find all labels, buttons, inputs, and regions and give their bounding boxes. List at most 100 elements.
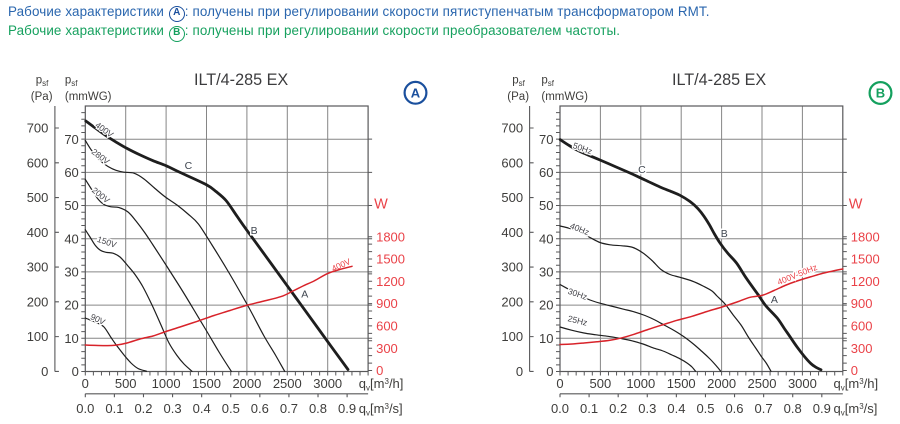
svg-text:1000: 1000 [626,376,655,391]
svg-text:400V-50Hz: 400V-50Hz [776,262,819,287]
svg-text:A: A [771,294,778,306]
svg-text:2000: 2000 [707,376,736,391]
svg-text:500: 500 [590,376,612,391]
svg-text:A: A [411,86,421,101]
svg-text:1800: 1800 [851,229,880,244]
svg-text:(Pa): (Pa) [507,91,529,103]
svg-text:0.8: 0.8 [784,401,802,416]
svg-text:0.3: 0.3 [638,401,656,416]
svg-text:W: W [374,196,388,212]
svg-text:B: B [251,225,258,237]
svg-text:0: 0 [41,364,48,379]
svg-text:0.2: 0.2 [134,401,152,416]
svg-text:3000: 3000 [313,376,342,391]
svg-text:(Pa): (Pa) [31,91,53,103]
svg-text:C: C [185,160,193,172]
svg-text:0.2: 0.2 [609,401,627,416]
svg-text:0.5: 0.5 [222,401,240,416]
svg-text:0.7: 0.7 [755,401,773,416]
svg-text:1500: 1500 [192,376,221,391]
svg-text:400V: 400V [93,120,115,140]
svg-text:0: 0 [516,364,523,379]
svg-text:50: 50 [64,198,78,213]
svg-text:0.4: 0.4 [193,401,211,416]
svg-text:700: 700 [501,121,523,136]
svg-text:1200: 1200 [851,274,880,289]
svg-text:300: 300 [501,260,523,275]
svg-text:90V: 90V [89,311,107,327]
svg-text:10: 10 [539,331,553,346]
svg-text:2500: 2500 [273,376,302,391]
svg-text:0: 0 [851,363,858,378]
svg-text:C: C [638,164,646,176]
svg-text:1500: 1500 [851,252,880,267]
svg-text:0.8: 0.8 [309,401,327,416]
svg-text:300: 300 [27,260,49,275]
svg-text:100: 100 [501,329,523,344]
svg-text:300: 300 [851,341,873,356]
svg-text:0.1: 0.1 [105,401,123,416]
svg-text:600: 600 [851,319,873,334]
svg-text:0.9: 0.9 [813,401,831,416]
svg-text:1500: 1500 [376,252,405,267]
svg-text:0.5: 0.5 [696,401,714,416]
svg-text:600: 600 [376,319,398,334]
svg-text:psf: psf [512,74,525,88]
svg-text:0: 0 [546,364,553,379]
svg-text:150V: 150V [96,234,118,250]
svg-text:3000: 3000 [788,376,817,391]
svg-text:qv[m3/s]: qv[m3/s] [834,401,878,418]
svg-text:280V: 280V [90,147,112,167]
svg-text:ILT/4-285 EX: ILT/4-285 EX [194,71,288,89]
svg-text:0: 0 [556,376,563,391]
svg-text:500: 500 [27,190,49,205]
svg-text:100: 100 [27,329,49,344]
svg-text:40Hz: 40Hz [569,221,591,238]
svg-text:400V: 400V [330,256,353,273]
svg-text:1800: 1800 [376,229,405,244]
svg-text:300: 300 [376,341,398,356]
svg-text:30: 30 [539,265,553,280]
svg-text:60: 60 [539,165,553,180]
svg-text:qv[m3/s]: qv[m3/s] [359,401,403,418]
svg-text:ILT/4-285 EX: ILT/4-285 EX [672,71,766,89]
svg-text:0.0: 0.0 [551,401,569,416]
svg-text:60: 60 [64,165,78,180]
svg-text:200: 200 [27,294,49,309]
svg-text:A: A [301,289,308,301]
svg-text:0.6: 0.6 [251,401,269,416]
svg-text:700: 700 [27,121,49,136]
svg-text:B: B [721,228,728,240]
svg-text:1500: 1500 [667,376,696,391]
svg-text:0: 0 [376,363,383,378]
svg-text:200: 200 [501,294,523,309]
svg-text:25Hz: 25Hz [567,313,589,328]
svg-text:10: 10 [64,331,78,346]
svg-text:500: 500 [115,376,137,391]
svg-text:(mmWG): (mmWG) [541,91,588,103]
svg-text:20: 20 [64,298,78,313]
svg-text:40: 40 [64,231,78,246]
svg-text:qv[m3/h]: qv[m3/h] [359,376,404,393]
svg-text:400: 400 [27,225,49,240]
svg-text:600: 600 [27,155,49,170]
svg-text:400: 400 [501,225,523,240]
svg-text:0: 0 [82,376,89,391]
svg-text:900: 900 [851,296,873,311]
svg-text:0.6: 0.6 [725,401,743,416]
svg-text:50: 50 [539,198,553,213]
svg-text:W: W [849,196,863,212]
svg-text:psf: psf [541,74,554,88]
svg-text:2000: 2000 [232,376,261,391]
svg-text:0.3: 0.3 [164,401,182,416]
svg-text:qv[m3/h]: qv[m3/h] [834,376,879,393]
svg-text:20: 20 [539,298,553,313]
svg-text:0: 0 [72,364,79,379]
svg-text:500: 500 [501,190,523,205]
svg-text:0.7: 0.7 [280,401,298,416]
svg-text:1000: 1000 [152,376,181,391]
svg-text:30Hz: 30Hz [567,286,589,302]
svg-text:psf: psf [65,74,78,88]
svg-text:psf: psf [36,74,49,88]
svg-text:1200: 1200 [376,274,405,289]
